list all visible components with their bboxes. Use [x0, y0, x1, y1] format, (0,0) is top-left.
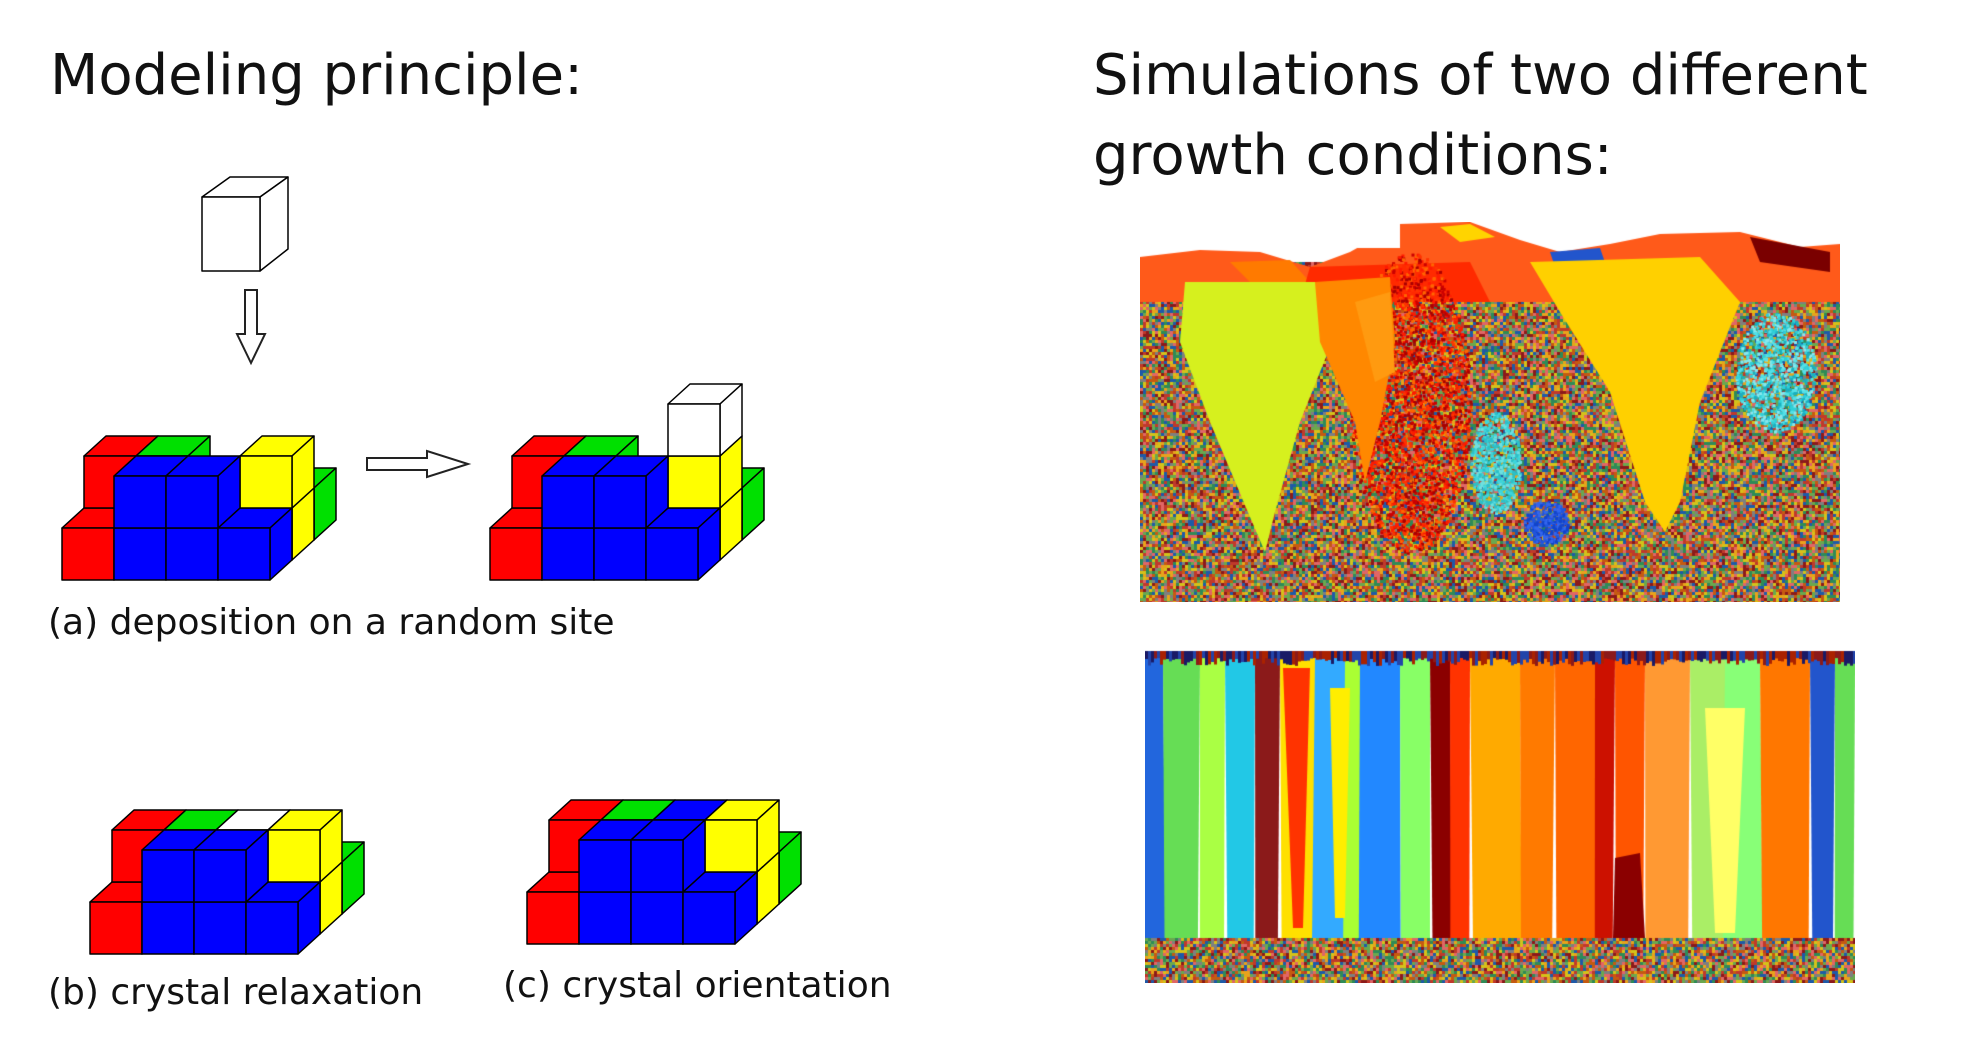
- block-crystal-orientation: [526, 799, 802, 945]
- block-crystal-relaxation: [89, 809, 365, 955]
- falling-cube-icon: [201, 176, 289, 272]
- growth-simulation-1: [1140, 222, 1840, 602]
- modeling-principle-heading: Modeling principle:: [50, 43, 583, 108]
- down-arrow-icon: [235, 289, 267, 366]
- right-arrow-icon: [366, 449, 472, 479]
- simulations-heading-line2: growth conditions:: [1093, 122, 1613, 188]
- block-before-deposition: [61, 435, 337, 581]
- growth-simulation-2: [1145, 648, 1855, 983]
- caption-b: (b) crystal relaxation: [48, 972, 424, 1013]
- simulations-heading-line1: Simulations of two different: [1093, 43, 1868, 108]
- simulations-heading: Simulations of two different growth cond…: [1093, 36, 1868, 195]
- caption-a: (a) deposition on a random site: [48, 602, 615, 643]
- block-after-deposition: [489, 383, 765, 581]
- caption-c: (c) crystal orientation: [503, 965, 892, 1006]
